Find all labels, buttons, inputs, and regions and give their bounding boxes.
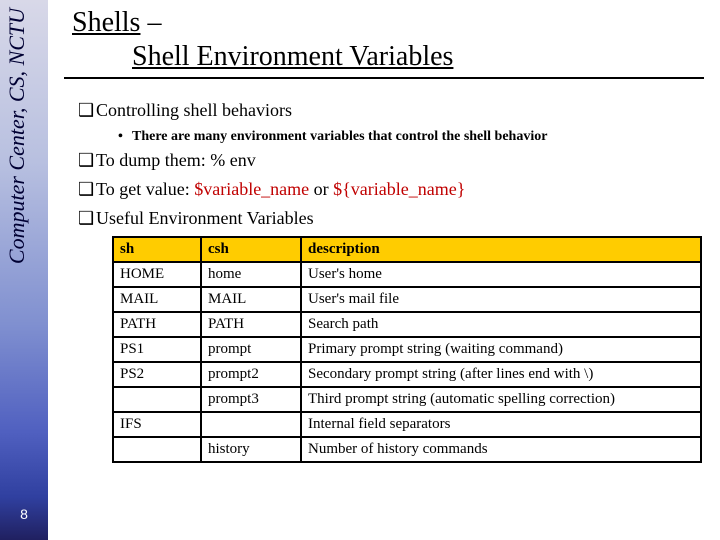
table-cell: PS2 — [113, 362, 201, 387]
table-cell — [113, 437, 201, 462]
table-row: PS2prompt2Secondary prompt string (after… — [113, 362, 701, 387]
table-cell: User's mail file — [301, 287, 701, 312]
table-row: IFS Internal field separators — [113, 412, 701, 437]
table-row: MAILMAILUser's mail file — [113, 287, 701, 312]
env-var-table-wrap: sh csh description HOMEhomeUser's homeMA… — [112, 236, 710, 463]
bullet-item: ❑Useful Environment Variables — [78, 205, 710, 232]
table-cell: IFS — [113, 412, 201, 437]
table-row: HOMEhomeUser's home — [113, 262, 701, 287]
table-cell: Secondary prompt string (after lines end… — [301, 362, 701, 387]
table-cell — [201, 412, 301, 437]
square-bullet-icon: ❑ — [78, 176, 96, 203]
env-var-table: sh csh description HOMEhomeUser's homeMA… — [112, 236, 702, 463]
table-cell: PATH — [113, 312, 201, 337]
table-header: sh — [113, 237, 201, 262]
bullet-text: or — [309, 179, 333, 199]
slide-content: Shells – Shell Environment Variables ❑Co… — [60, 0, 710, 463]
title-rule — [64, 77, 704, 79]
table-cell: Internal field separators — [301, 412, 701, 437]
table-cell: Third prompt string (automatic spelling … — [301, 387, 701, 412]
table-row: historyNumber of history commands — [113, 437, 701, 462]
sidebar-label: Computer Center, CS, NCTU — [4, 8, 30, 264]
bullet-text: Controlling shell behaviors — [96, 100, 292, 120]
sub-bullet-text: There are many environment variables tha… — [132, 129, 547, 144]
table-header: csh — [201, 237, 301, 262]
sidebar: Computer Center, CS, NCTU 8 — [0, 0, 48, 540]
table-header: description — [301, 237, 701, 262]
table-cell: PS1 — [113, 337, 201, 362]
bullet-text: Useful Environment Variables — [96, 208, 314, 228]
table-cell: Search path — [301, 312, 701, 337]
table-cell: User's home — [301, 262, 701, 287]
table-cell: home — [201, 262, 301, 287]
table-cell: Number of history commands — [301, 437, 701, 462]
sub-bullet-item: •There are many environment variables th… — [118, 126, 710, 147]
square-bullet-icon: ❑ — [78, 147, 96, 174]
square-bullet-icon: ❑ — [78, 97, 96, 124]
bullet-text: To get value: — [96, 179, 194, 199]
table-row: PS1promptPrimary prompt string (waiting … — [113, 337, 701, 362]
bullet-list: ❑Controlling shell behaviors •There are … — [78, 97, 710, 232]
table-cell: prompt2 — [201, 362, 301, 387]
dot-bullet-icon: • — [118, 126, 132, 147]
table-header-row: sh csh description — [113, 237, 701, 262]
table-cell: HOME — [113, 262, 201, 287]
bullet-item: ❑Controlling shell behaviors — [78, 97, 710, 124]
slide-title: Shells – Shell Environment Variables — [72, 6, 710, 73]
table-cell: MAIL — [113, 287, 201, 312]
bullet-item: ❑To get value: $variable_name or ${varia… — [78, 176, 710, 203]
table-cell: Primary prompt string (waiting command) — [301, 337, 701, 362]
table-row: prompt3Third prompt string (automatic sp… — [113, 387, 701, 412]
table-cell: prompt3 — [201, 387, 301, 412]
bullet-text: To dump them: — [96, 150, 210, 170]
table-cell: MAIL — [201, 287, 301, 312]
bullet-item: ❑To dump them: % env — [78, 147, 710, 174]
title-line1: Shells — [72, 7, 140, 38]
square-bullet-icon: ❑ — [78, 205, 96, 232]
table-cell: history — [201, 437, 301, 462]
table-cell: PATH — [201, 312, 301, 337]
variable-text: $variable_name — [194, 179, 309, 199]
title-line2: Shell Environment Variables — [132, 40, 710, 74]
table-cell: prompt — [201, 337, 301, 362]
table-row: PATHPATHSearch path — [113, 312, 701, 337]
page-number: 8 — [0, 506, 48, 522]
command-text: % env — [210, 150, 255, 170]
table-cell — [113, 387, 201, 412]
title-dash: – — [140, 7, 161, 38]
variable-text: ${variable_name} — [333, 179, 465, 199]
